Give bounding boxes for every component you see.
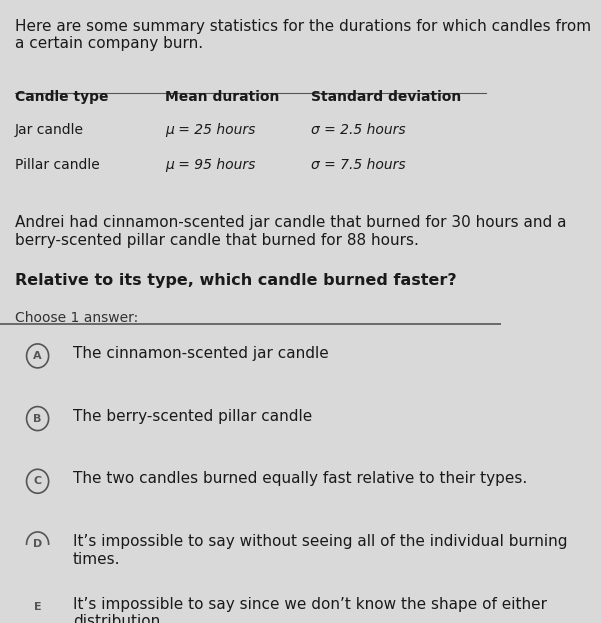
Text: D: D xyxy=(33,539,42,549)
Text: Here are some summary statistics for the durations for which candles from
a cert: Here are some summary statistics for the… xyxy=(15,19,591,52)
Text: σ = 2.5 hours: σ = 2.5 hours xyxy=(311,123,406,136)
Text: The two candles burned equally fast relative to their types.: The two candles burned equally fast rela… xyxy=(73,472,527,487)
Text: μ = 95 hours: μ = 95 hours xyxy=(165,158,256,172)
Text: It’s impossible to say since we don’t know the shape of either
distribution.: It’s impossible to say since we don’t kn… xyxy=(73,597,547,623)
Text: A: A xyxy=(33,351,42,361)
Text: Pillar candle: Pillar candle xyxy=(15,158,100,172)
Text: Relative to its type, which candle burned faster?: Relative to its type, which candle burne… xyxy=(15,272,457,287)
Text: B: B xyxy=(34,414,42,424)
Text: μ = 25 hours: μ = 25 hours xyxy=(165,123,256,136)
Text: σ = 7.5 hours: σ = 7.5 hours xyxy=(311,158,406,172)
Text: Jar candle: Jar candle xyxy=(15,123,84,136)
Text: Andrei had cinnamon-scented jar candle that burned for 30 hours and a
berry-scen: Andrei had cinnamon-scented jar candle t… xyxy=(15,216,567,248)
Text: C: C xyxy=(34,476,41,487)
Text: It’s impossible to say without seeing all of the individual burning
times.: It’s impossible to say without seeing al… xyxy=(73,534,567,566)
Text: The berry-scented pillar candle: The berry-scented pillar candle xyxy=(73,409,312,424)
Text: Choose 1 answer:: Choose 1 answer: xyxy=(15,311,138,325)
Text: Candle type: Candle type xyxy=(15,90,109,104)
Text: The cinnamon-scented jar candle: The cinnamon-scented jar candle xyxy=(73,346,328,361)
Text: Mean duration: Mean duration xyxy=(165,90,280,104)
Text: Standard deviation: Standard deviation xyxy=(311,90,461,104)
Text: E: E xyxy=(34,602,41,612)
